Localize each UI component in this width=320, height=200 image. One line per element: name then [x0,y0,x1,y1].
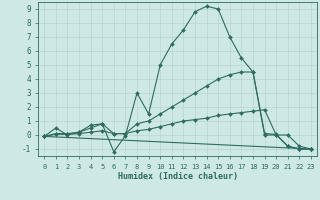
X-axis label: Humidex (Indice chaleur): Humidex (Indice chaleur) [118,172,238,181]
